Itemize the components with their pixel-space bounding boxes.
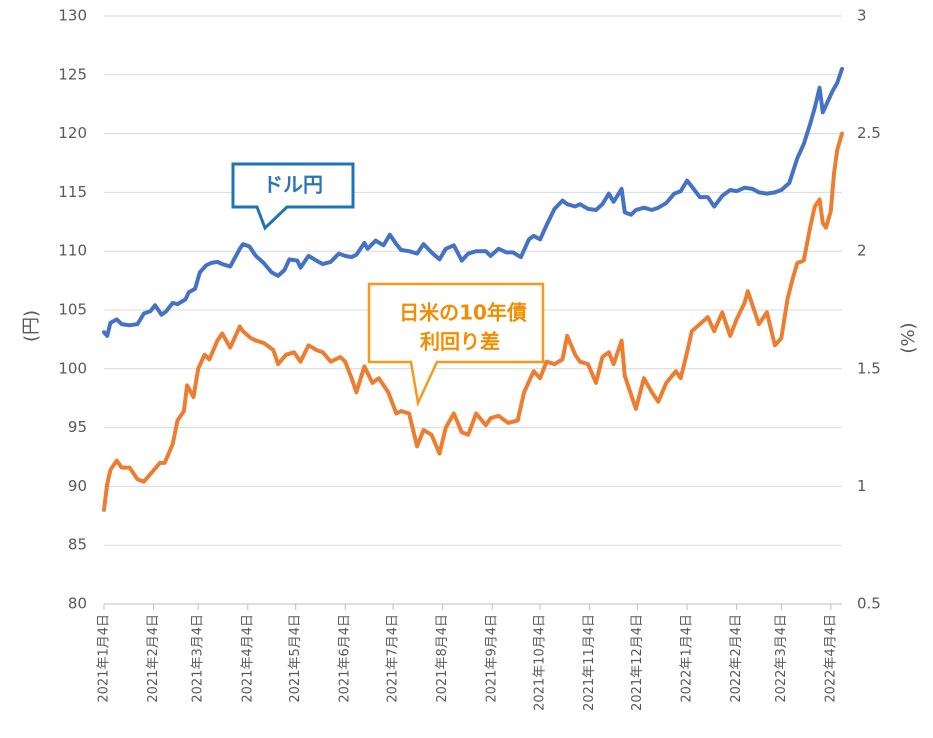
x-axis: 2021年1月4日 2021年2月4日 2021年3月4日 2021年4月4日 2021… [97, 603, 842, 711]
x-tick-label: 2022年3月4日 [774, 614, 789, 703]
usdjpy-series-line [102, 66, 844, 338]
x-tick-label: 2021年9月4日 [485, 614, 500, 703]
y-left-tick-label: 120 [58, 124, 87, 142]
yield-spread-callout-line1: 日米の10年債 [399, 301, 527, 325]
y-right-tick-label: 2 [857, 242, 867, 260]
y-left-tick-label: 100 [58, 359, 87, 377]
yield-spread-callout-line2: 利回り差 [420, 330, 500, 354]
y-left-tick-label: 125 [58, 65, 87, 83]
series-lines [102, 66, 844, 512]
x-tick-label: 2021年5月4日 [288, 614, 303, 703]
usdjpy-callout: ドル円 [231, 162, 355, 231]
x-tick-label: 2021年2月4日 [146, 614, 161, 703]
y-right-tick-label: 1.5 [857, 359, 881, 377]
y-left-tick-label: 80 [68, 595, 87, 613]
x-tick-label: 2021年12月4日 [630, 614, 645, 711]
x-tick-label: 2021年1月4日 [97, 614, 112, 703]
x-tick-label: 2022年1月4日 [680, 614, 695, 703]
x-tick-label: 2021年3月4日 [191, 614, 206, 703]
y-left-tick-label: 115 [58, 183, 87, 201]
y-left-axis: 80 85 90 95 100 105 110 115 120 125 130 [58, 7, 87, 613]
y-right-tick-label: 0.5 [857, 595, 881, 613]
y-left-tick-label: 95 [68, 418, 87, 436]
y-left-tick-label: 105 [58, 301, 87, 319]
x-tick-label: 2021年4月4日 [240, 614, 255, 703]
x-tick-label: 2021年7月4日 [386, 614, 401, 703]
x-tick-label: 2021年11月4日 [582, 614, 597, 711]
yield-spread-callout-box [367, 282, 545, 408]
x-tick-label: 2021年10月4日 [533, 614, 548, 711]
y-right-tick-label: 1 [857, 477, 867, 495]
yield-spread-series-line [102, 131, 844, 512]
usdjpy-callout-label: ドル円 [263, 173, 323, 197]
y-left-tick-label: 130 [58, 7, 87, 25]
y-right-tick-label: 2.5 [857, 124, 881, 142]
y-right-axis: 0.5 1 1.5 2 2.5 3 [857, 7, 881, 613]
x-tick-label: 2022年4月4日 [823, 614, 838, 703]
y-left-axis-title: (円) [21, 310, 42, 342]
x-tick-label: 2022年2月4日 [729, 614, 744, 703]
x-tick-label: 2021年6月4日 [338, 614, 353, 703]
x-tick-label: 2021年8月4日 [435, 614, 450, 703]
y-right-tick-label: 3 [857, 7, 867, 25]
y-left-tick-label: 90 [68, 477, 87, 495]
yield-spread-callout: 日米の10年債 利回り差 [367, 282, 545, 408]
y-left-tick-label: 110 [58, 242, 87, 260]
y-right-axis-title: (%) [898, 322, 919, 353]
y-left-tick-label: 85 [68, 536, 87, 554]
usdjpy-callout-box [231, 162, 355, 231]
